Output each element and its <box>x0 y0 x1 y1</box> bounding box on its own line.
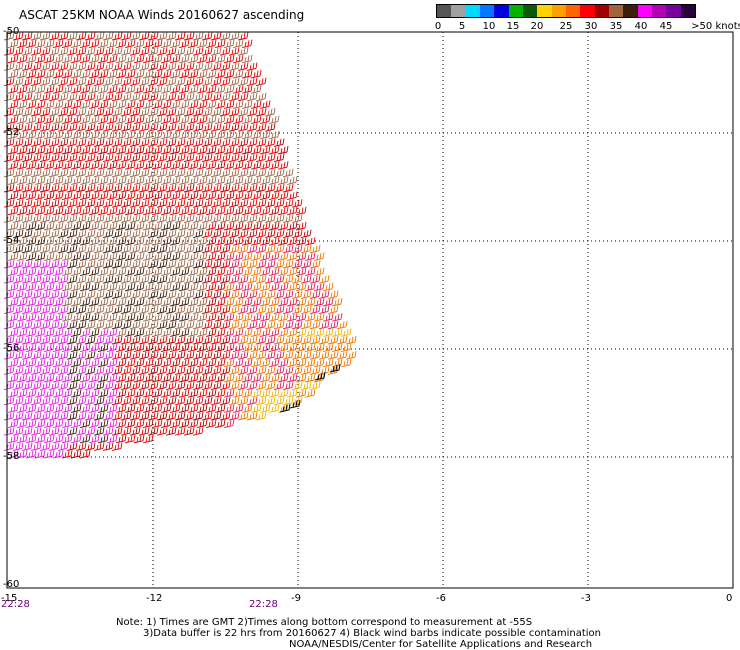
colorbar-label: 25 <box>559 21 573 32</box>
colorbar-label: 30 <box>584 21 598 32</box>
colorbar-label: 5 <box>458 21 466 32</box>
colorbar-segment <box>508 5 523 17</box>
colorbar-segment <box>494 5 509 17</box>
colorbar-segment <box>666 5 681 17</box>
colorbar-label: 40 <box>634 21 648 32</box>
time-label-left: 22:28 <box>1 599 30 610</box>
colorbar-segment <box>651 5 667 17</box>
colorbar-label: 45 <box>659 21 673 32</box>
wind-speed-colorbar <box>436 4 696 18</box>
map-frame <box>6 31 734 589</box>
colorbar-label: 0 <box>434 21 442 32</box>
colorbar-segment <box>623 5 638 17</box>
note-line-2: 3)Data buffer is 22 hrs from 20160627 4)… <box>143 628 601 639</box>
colorbar-segment <box>637 5 652 17</box>
latitude-label: -50 <box>3 26 20 37</box>
colorbar-segment <box>580 5 595 17</box>
latitude-label: -58 <box>3 451 20 462</box>
longitude-label: -15 <box>1 593 18 604</box>
latitude-label: -56 <box>3 343 20 354</box>
colorbar-segment <box>437 5 452 17</box>
latitude-label: -60 <box>3 579 20 590</box>
colorbar-label: 20 <box>530 21 544 32</box>
longitude-label: -9 <box>291 593 301 604</box>
latitude-label: -54 <box>3 235 20 246</box>
longitude-label: -6 <box>436 593 446 604</box>
colorbar-segment <box>594 5 609 17</box>
colorbar-segment <box>522 5 538 17</box>
note-line-3: NOAA/NESDIS/Center for Satellite Applica… <box>289 639 593 650</box>
colorbar-segment <box>465 5 480 17</box>
map-title: ASCAT 25KM NOAA Winds 20160627 ascending <box>19 8 305 22</box>
colorbar-label: >50 knots <box>691 21 740 32</box>
map-grid <box>7 32 733 588</box>
longitude-label: 0 <box>726 593 733 604</box>
colorbar-label: 10 <box>482 21 496 32</box>
colorbar-segment <box>551 5 566 17</box>
colorbar-segment <box>565 5 581 17</box>
time-label-center: 22:28 <box>249 599 278 610</box>
longitude-label: -3 <box>581 593 591 604</box>
colorbar-segment <box>479 5 495 17</box>
colorbar-label: 15 <box>506 21 520 32</box>
wind-barb-swath <box>3 31 357 459</box>
colorbar-segment <box>608 5 624 17</box>
longitude-label: -12 <box>146 593 163 604</box>
colorbar-segment <box>680 5 695 17</box>
colorbar-segment <box>537 5 552 17</box>
colorbar-label: 35 <box>609 21 623 32</box>
note-line-1: Note: 1) Times are GMT 2)Times along bot… <box>116 617 533 628</box>
latitude-label: -52 <box>3 127 20 138</box>
colorbar-segment <box>451 5 466 17</box>
